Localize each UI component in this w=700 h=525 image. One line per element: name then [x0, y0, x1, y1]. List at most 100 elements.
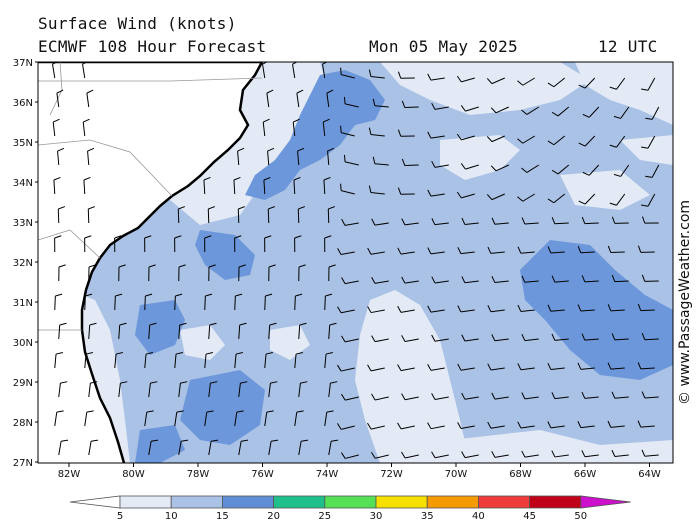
wind-barb-shaft — [174, 295, 176, 311]
wind-barb-flag — [331, 439, 339, 442]
legend-swatch — [273, 495, 326, 509]
wind-barb-shaft — [268, 324, 271, 340]
wind-barb-flag — [233, 176, 241, 181]
wind-barb-flag — [55, 351, 63, 355]
wind-barb-shaft — [404, 280, 419, 284]
wind-barb-shaft — [464, 396, 479, 400]
wind-barb-flag — [371, 452, 376, 459]
wind-barb-shaft — [550, 425, 565, 429]
wind-barb-shaft — [404, 396, 419, 401]
wind-barb-flag — [517, 363, 522, 370]
wind-barb-flag — [263, 118, 270, 123]
wind-barb-flag — [521, 334, 526, 341]
forecast-model: ECMWF 108 Hour Forecast — [38, 37, 267, 56]
wind-barb-flag — [491, 217, 496, 225]
wind-barb-flag — [547, 304, 552, 312]
legend-label: 35 — [421, 511, 434, 522]
wind-barb-shaft — [526, 106, 540, 115]
wind-barb-flag — [607, 362, 612, 370]
wind-barb-flag — [176, 410, 184, 413]
wind-barb-shaft — [495, 106, 509, 114]
forecast-time: 12 UTC — [598, 37, 658, 56]
wind-barb-shaft — [204, 412, 208, 427]
lon-label: 82W — [58, 469, 81, 480]
wind-barb-flag — [328, 264, 336, 268]
wind-barb-flag — [401, 451, 406, 459]
wind-barb-shaft — [494, 338, 509, 342]
wind-barb-shaft — [464, 280, 479, 284]
wind-barb-flag — [641, 333, 646, 340]
wind-barb-shaft — [344, 280, 359, 285]
wind-barb-flag — [611, 391, 616, 399]
wind-barb-flag — [637, 245, 642, 253]
wind-barb-flag — [581, 333, 586, 341]
wind-barb-flag — [327, 147, 335, 152]
wind-barb-shaft — [520, 309, 535, 312]
lon-label: 80W — [122, 469, 145, 480]
wind-barb-flag — [521, 450, 526, 458]
wind-barb-flag — [397, 247, 402, 255]
wind-barb-shaft — [322, 64, 326, 79]
wind-barb-flag — [241, 439, 249, 442]
wind-barb-shaft — [584, 222, 599, 225]
wind-barb-flag — [326, 89, 334, 94]
wind-barb-flag — [118, 264, 126, 268]
wind-barb-flag — [266, 410, 274, 413]
wind-barb-flag — [55, 293, 63, 297]
wind-barb-shaft — [370, 425, 385, 430]
wind-barb-flag — [211, 439, 219, 442]
wind-barb-flag — [175, 351, 183, 355]
wind-barb-flag — [457, 305, 462, 313]
wind-barb-flag — [293, 118, 300, 123]
wind-barb-shaft — [297, 151, 300, 166]
wind-barb-flag — [330, 381, 338, 384]
wind-speed-legend: 5 10 15 20 25 30 35 40 45 50 — [69, 495, 631, 522]
wind-barb-shaft — [374, 163, 389, 166]
wind-barb-shaft — [114, 295, 116, 311]
wind-barb-flag — [578, 142, 586, 147]
wind-barb-flag — [295, 293, 303, 297]
wind-barb-flag — [641, 274, 646, 282]
wind-barb-flag — [517, 196, 524, 202]
wind-barb-shaft — [324, 354, 327, 369]
wind-barb-flag — [262, 62, 268, 65]
wind-barb-shaft — [58, 324, 61, 340]
wind-barb-flag — [146, 410, 154, 413]
wind-barb-shaft — [262, 122, 266, 137]
wind-barb-shaft — [341, 132, 355, 137]
wind-barb-shaft — [54, 412, 58, 427]
wind-barb-shaft — [178, 383, 181, 398]
wind-barb-flag — [83, 118, 90, 123]
wind-barb-flag — [486, 78, 493, 84]
wind-barb-shaft — [400, 367, 415, 372]
lat-label: 29N — [13, 378, 33, 389]
wind-barb-shaft — [345, 454, 359, 459]
wind-barb-shaft — [340, 309, 355, 314]
wind-barb-flag — [341, 218, 346, 226]
wind-barb-flag — [337, 248, 342, 255]
wind-barb-shaft — [620, 164, 630, 177]
wind-barb-shaft — [234, 354, 237, 369]
wind-barb-shaft — [52, 122, 56, 137]
wind-barb-shaft — [292, 122, 296, 137]
wind-barb-flag — [340, 67, 342, 75]
wind-barb-flag — [236, 410, 244, 413]
wind-barb-shaft — [434, 454, 449, 459]
wind-barb-flag — [178, 264, 186, 268]
wind-barb-shaft — [344, 338, 359, 343]
wind-barb-flag — [517, 246, 522, 254]
wind-barb-flag — [551, 111, 559, 117]
wind-barb-flag — [551, 392, 556, 399]
wind-barb-flag — [547, 198, 555, 204]
wind-barb-shaft — [620, 106, 630, 119]
wind-barb-shaft — [322, 122, 326, 137]
wind-barb-flag — [325, 351, 333, 355]
wind-barb-shaft — [374, 338, 389, 343]
wind-barb-shaft — [614, 338, 629, 341]
wind-barb-shaft — [341, 74, 355, 79]
wind-barb-shaft — [584, 77, 596, 89]
wind-barb-shaft — [640, 367, 655, 370]
wind-barb-flag — [56, 410, 64, 413]
wind-barb-flag — [427, 305, 432, 313]
